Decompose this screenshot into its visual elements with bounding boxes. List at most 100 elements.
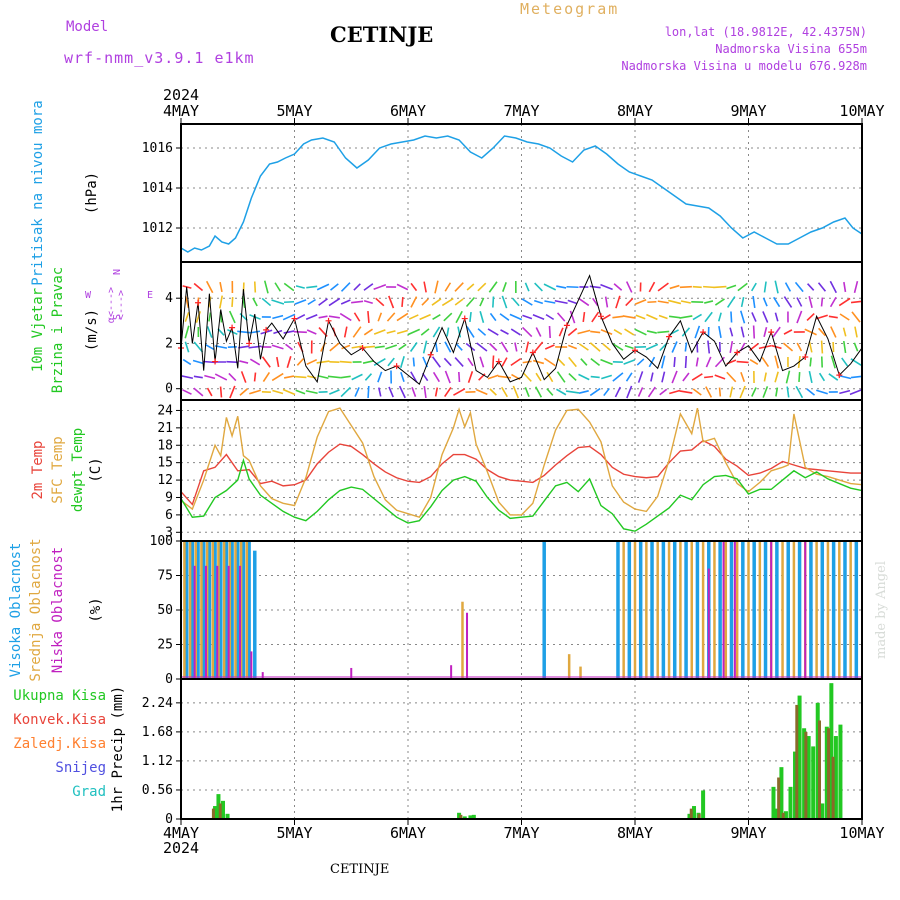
wind-arrow xyxy=(623,359,636,365)
compass-w: W xyxy=(85,290,92,301)
wind-arrow xyxy=(184,341,190,353)
wind-arrow xyxy=(661,371,666,383)
wind-arrow xyxy=(182,358,192,366)
wind-arrow xyxy=(578,343,589,351)
y-tick-label: 3 xyxy=(165,525,173,540)
wind-arrow xyxy=(613,283,623,291)
wind-arrow xyxy=(591,311,600,323)
cloud-mid-bar xyxy=(792,541,796,679)
cloud-high-bar xyxy=(241,541,246,679)
wind-arrow xyxy=(544,357,556,367)
wind-arrow xyxy=(795,385,804,399)
temp-sfc-ylabel: SFC Temp xyxy=(50,436,66,503)
wind-arrow xyxy=(521,298,533,306)
wind-arrow xyxy=(317,375,329,379)
cloud-mid-bar xyxy=(461,601,464,679)
x-tick-label-bottom: 5MAY xyxy=(276,824,312,842)
y-tick-label: 0 xyxy=(165,812,173,827)
x-tick-label-bottom: 6MAY xyxy=(390,824,426,842)
wind-arrow xyxy=(219,386,223,398)
wind-arrow xyxy=(443,312,453,322)
wind-arrow xyxy=(340,282,351,292)
wind-arrow xyxy=(730,311,733,323)
wind-arrow xyxy=(838,374,852,380)
wind-arrow xyxy=(580,358,588,366)
wind-arrow xyxy=(316,283,330,291)
wind-arrow xyxy=(455,343,463,351)
cloud-low-bar xyxy=(250,651,253,679)
y-tick-label: 12 xyxy=(157,473,173,488)
cloud-mid-bar xyxy=(815,541,818,679)
wind-ylabel-1: 10m Vjetar xyxy=(30,288,46,372)
wind-arrow xyxy=(775,387,779,397)
wind-gust-marker xyxy=(246,340,253,347)
wind-arrow xyxy=(614,386,622,398)
cloud-mid-bar xyxy=(217,541,220,679)
wind-arrow xyxy=(729,340,734,354)
wind-arrow xyxy=(829,280,838,294)
wind-gust-marker xyxy=(597,313,604,320)
wind-arrow xyxy=(647,300,657,304)
wind-arrow xyxy=(658,314,668,320)
wind-arrow xyxy=(783,329,793,335)
x-tick-label-top: 10MAY xyxy=(839,102,884,120)
wind-arrow xyxy=(293,330,307,334)
wind-arrow xyxy=(679,285,692,289)
precip-total-bar xyxy=(783,811,788,819)
y-tick-label: 1012 xyxy=(142,221,173,236)
wind-arrow xyxy=(841,357,849,367)
wind-arrow xyxy=(195,311,202,323)
cloud-high-bar xyxy=(752,541,756,679)
wind-arrow xyxy=(625,281,633,293)
wind-arrow xyxy=(522,372,532,382)
wind-arrow xyxy=(318,298,328,306)
cloud-mid-bar xyxy=(781,541,784,679)
temp-2m-ylabel: 2m Temp xyxy=(30,440,46,499)
cloud-high-bar xyxy=(638,541,643,679)
wind-arrow xyxy=(782,342,794,352)
cloud-high-bar xyxy=(616,541,620,679)
wind-arrow xyxy=(577,329,591,335)
precip-conv-bar xyxy=(831,756,835,819)
legend-frz-rain: Zaledj.Kisa xyxy=(13,736,106,752)
wind-arrow xyxy=(600,358,613,366)
y-tick-label: 6 xyxy=(165,508,173,523)
year-label-bottom: 2024 xyxy=(163,839,199,857)
y-tick-label: 2 xyxy=(165,336,173,351)
precip-total-bar xyxy=(701,790,706,819)
wind-arrow xyxy=(253,372,257,382)
wind-arrow xyxy=(340,375,351,379)
wind-arrow xyxy=(228,372,237,382)
wind-arrow xyxy=(818,372,826,382)
wind-arrow xyxy=(410,371,418,383)
cloud-low-ylabel: Niska Oblacnost xyxy=(50,547,66,673)
y-tick-label: 21 xyxy=(157,421,173,436)
wind-arrow xyxy=(306,285,318,289)
wind-arrow xyxy=(421,298,429,306)
wind-arrow xyxy=(774,371,779,383)
wind-arrow xyxy=(624,344,634,350)
wind-gust-marker xyxy=(195,299,202,306)
wind-arrow xyxy=(568,372,577,382)
y-tick-label: 50 xyxy=(157,603,173,618)
wind-arrow xyxy=(479,311,485,323)
wind-arrow xyxy=(431,356,441,368)
wind-arrow xyxy=(657,300,669,304)
wind-arrows xyxy=(181,280,862,399)
wind-arrow xyxy=(532,314,545,320)
cloud-mid-bar xyxy=(747,541,750,679)
cloud-mid-bar xyxy=(234,541,237,679)
wind-arrow xyxy=(525,341,530,353)
wind-arrow xyxy=(784,282,792,292)
wind-arrow xyxy=(388,386,394,398)
x-tick-label-bottom: 10MAY xyxy=(839,824,884,842)
wind-arrow xyxy=(283,375,295,379)
precip-conv-bar xyxy=(459,814,463,819)
cloud-high-bar xyxy=(190,541,195,679)
wind-arrow xyxy=(410,282,418,292)
wind-arrow xyxy=(377,387,382,397)
cloud-high-ylabel: Visoka Oblacnost xyxy=(8,543,24,678)
wind-arrow xyxy=(353,283,361,291)
wind-arrow xyxy=(637,387,644,397)
wind-arrow xyxy=(694,325,701,339)
